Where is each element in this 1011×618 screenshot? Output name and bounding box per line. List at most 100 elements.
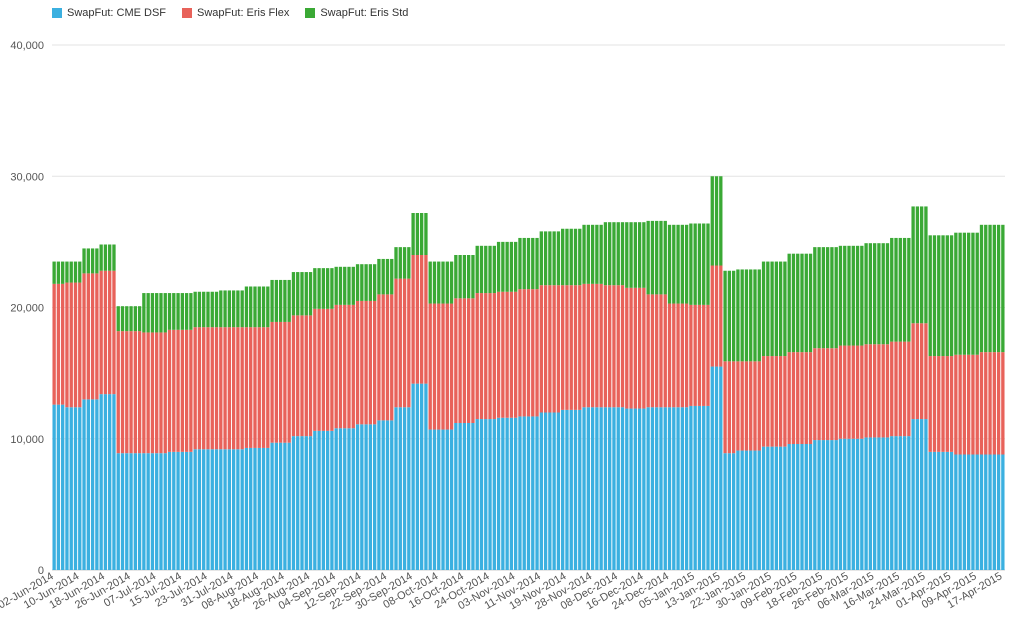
bar-segment <box>761 446 766 571</box>
bar-segment <box>629 287 633 409</box>
bar-segment <box>548 285 552 413</box>
bar-segment <box>300 272 304 316</box>
bar-segment <box>172 329 176 452</box>
bar-segment <box>142 293 146 333</box>
bar-segment <box>61 283 65 405</box>
bar-segment <box>223 327 227 450</box>
bar-segment <box>159 332 163 454</box>
bar-segment <box>680 224 685 304</box>
bar-segment <box>633 408 637 570</box>
bar-segment <box>586 407 590 570</box>
bar-segment <box>407 407 411 570</box>
bar-segment <box>488 245 492 294</box>
bar-segment <box>509 241 514 292</box>
bar-segment <box>501 417 505 570</box>
bar-segment <box>885 344 890 438</box>
bar-segment <box>343 428 347 570</box>
bar-segment <box>78 282 82 408</box>
legend-item-cme-dsf[interactable]: SwapFut: CME DSF <box>52 7 166 19</box>
bar-segment <box>847 245 851 346</box>
bar-segment <box>834 247 838 349</box>
bar-segment <box>274 321 279 443</box>
bar-segment <box>116 453 120 570</box>
bar-segment <box>941 451 945 571</box>
bar-segment <box>719 265 723 367</box>
bar-segment <box>308 436 313 571</box>
bar-segment <box>202 449 206 570</box>
bar-segment <box>988 352 992 455</box>
bar-segment <box>958 454 962 570</box>
bar-segment <box>193 449 197 570</box>
bar-segment <box>791 444 796 570</box>
bar-segment <box>843 245 847 346</box>
bar-segment <box>727 361 732 454</box>
bar-segment <box>817 440 821 570</box>
legend-item-eris-flex[interactable]: SwapFut: Eris Flex <box>182 7 289 19</box>
bar-segment <box>112 270 116 395</box>
bar-segment <box>381 420 385 571</box>
bar-segment <box>650 220 655 295</box>
bar-segment <box>898 237 902 342</box>
bar-segment <box>595 224 599 284</box>
bar-segment <box>770 446 774 571</box>
bar-segment <box>984 352 988 455</box>
bar-segment <box>860 345 864 439</box>
bar-segment <box>719 366 723 570</box>
bar-segment <box>757 361 761 451</box>
bar-segment <box>360 424 364 570</box>
bar-segment <box>539 231 543 286</box>
bar-segment <box>364 300 368 425</box>
bar-segment <box>967 232 971 355</box>
bar-segment <box>411 255 415 384</box>
bar-segment <box>522 416 526 570</box>
bar-segment <box>458 423 462 570</box>
bar-segment <box>915 323 920 420</box>
bar-segment <box>526 416 531 570</box>
bar-segment <box>821 348 826 441</box>
bar-segment <box>155 453 159 570</box>
bar-segment <box>629 408 633 570</box>
bar-segment <box>881 344 885 438</box>
bar-segment <box>894 237 898 342</box>
bar-segment <box>838 245 843 346</box>
bar-segment <box>855 245 860 346</box>
y-tick-label: 40,000 <box>10 40 44 52</box>
bar-segment <box>372 424 377 570</box>
bar-segment <box>244 286 249 328</box>
bar-segment <box>988 454 992 570</box>
bar-segment <box>381 294 385 421</box>
bar-segment <box>210 291 214 328</box>
bar-segment <box>697 405 702 570</box>
bar-segment <box>458 298 462 423</box>
bar-segment <box>184 451 189 571</box>
legend-item-eris-std[interactable]: SwapFut: Eris Std <box>305 7 408 19</box>
bar-segment <box>112 394 116 571</box>
bar-segment <box>137 453 142 570</box>
bar-segment <box>52 283 56 405</box>
bar-segment <box>612 285 616 408</box>
bar-segment <box>270 442 274 570</box>
bar-segment <box>146 332 150 454</box>
bar-segment <box>808 253 813 353</box>
bar-segment <box>351 266 355 305</box>
bar-segment <box>206 449 210 570</box>
bar-segment <box>543 285 548 413</box>
bar-segment <box>462 298 467 423</box>
bar-segment <box>650 407 655 570</box>
bar-segment <box>394 407 398 570</box>
bar-segment <box>146 453 150 570</box>
bar-segment <box>825 247 830 349</box>
legend-swatch-eris-flex <box>182 8 193 18</box>
bar-segment <box>479 293 484 420</box>
bar-segment <box>249 447 253 570</box>
bar-segment <box>894 436 898 571</box>
bar-segment <box>646 294 650 408</box>
bar-segment <box>167 451 172 571</box>
bar-segment <box>821 440 826 570</box>
bar-segment <box>979 352 984 455</box>
bar-segment <box>428 429 432 570</box>
bar-segment <box>625 222 629 288</box>
bar-segment <box>484 245 488 294</box>
